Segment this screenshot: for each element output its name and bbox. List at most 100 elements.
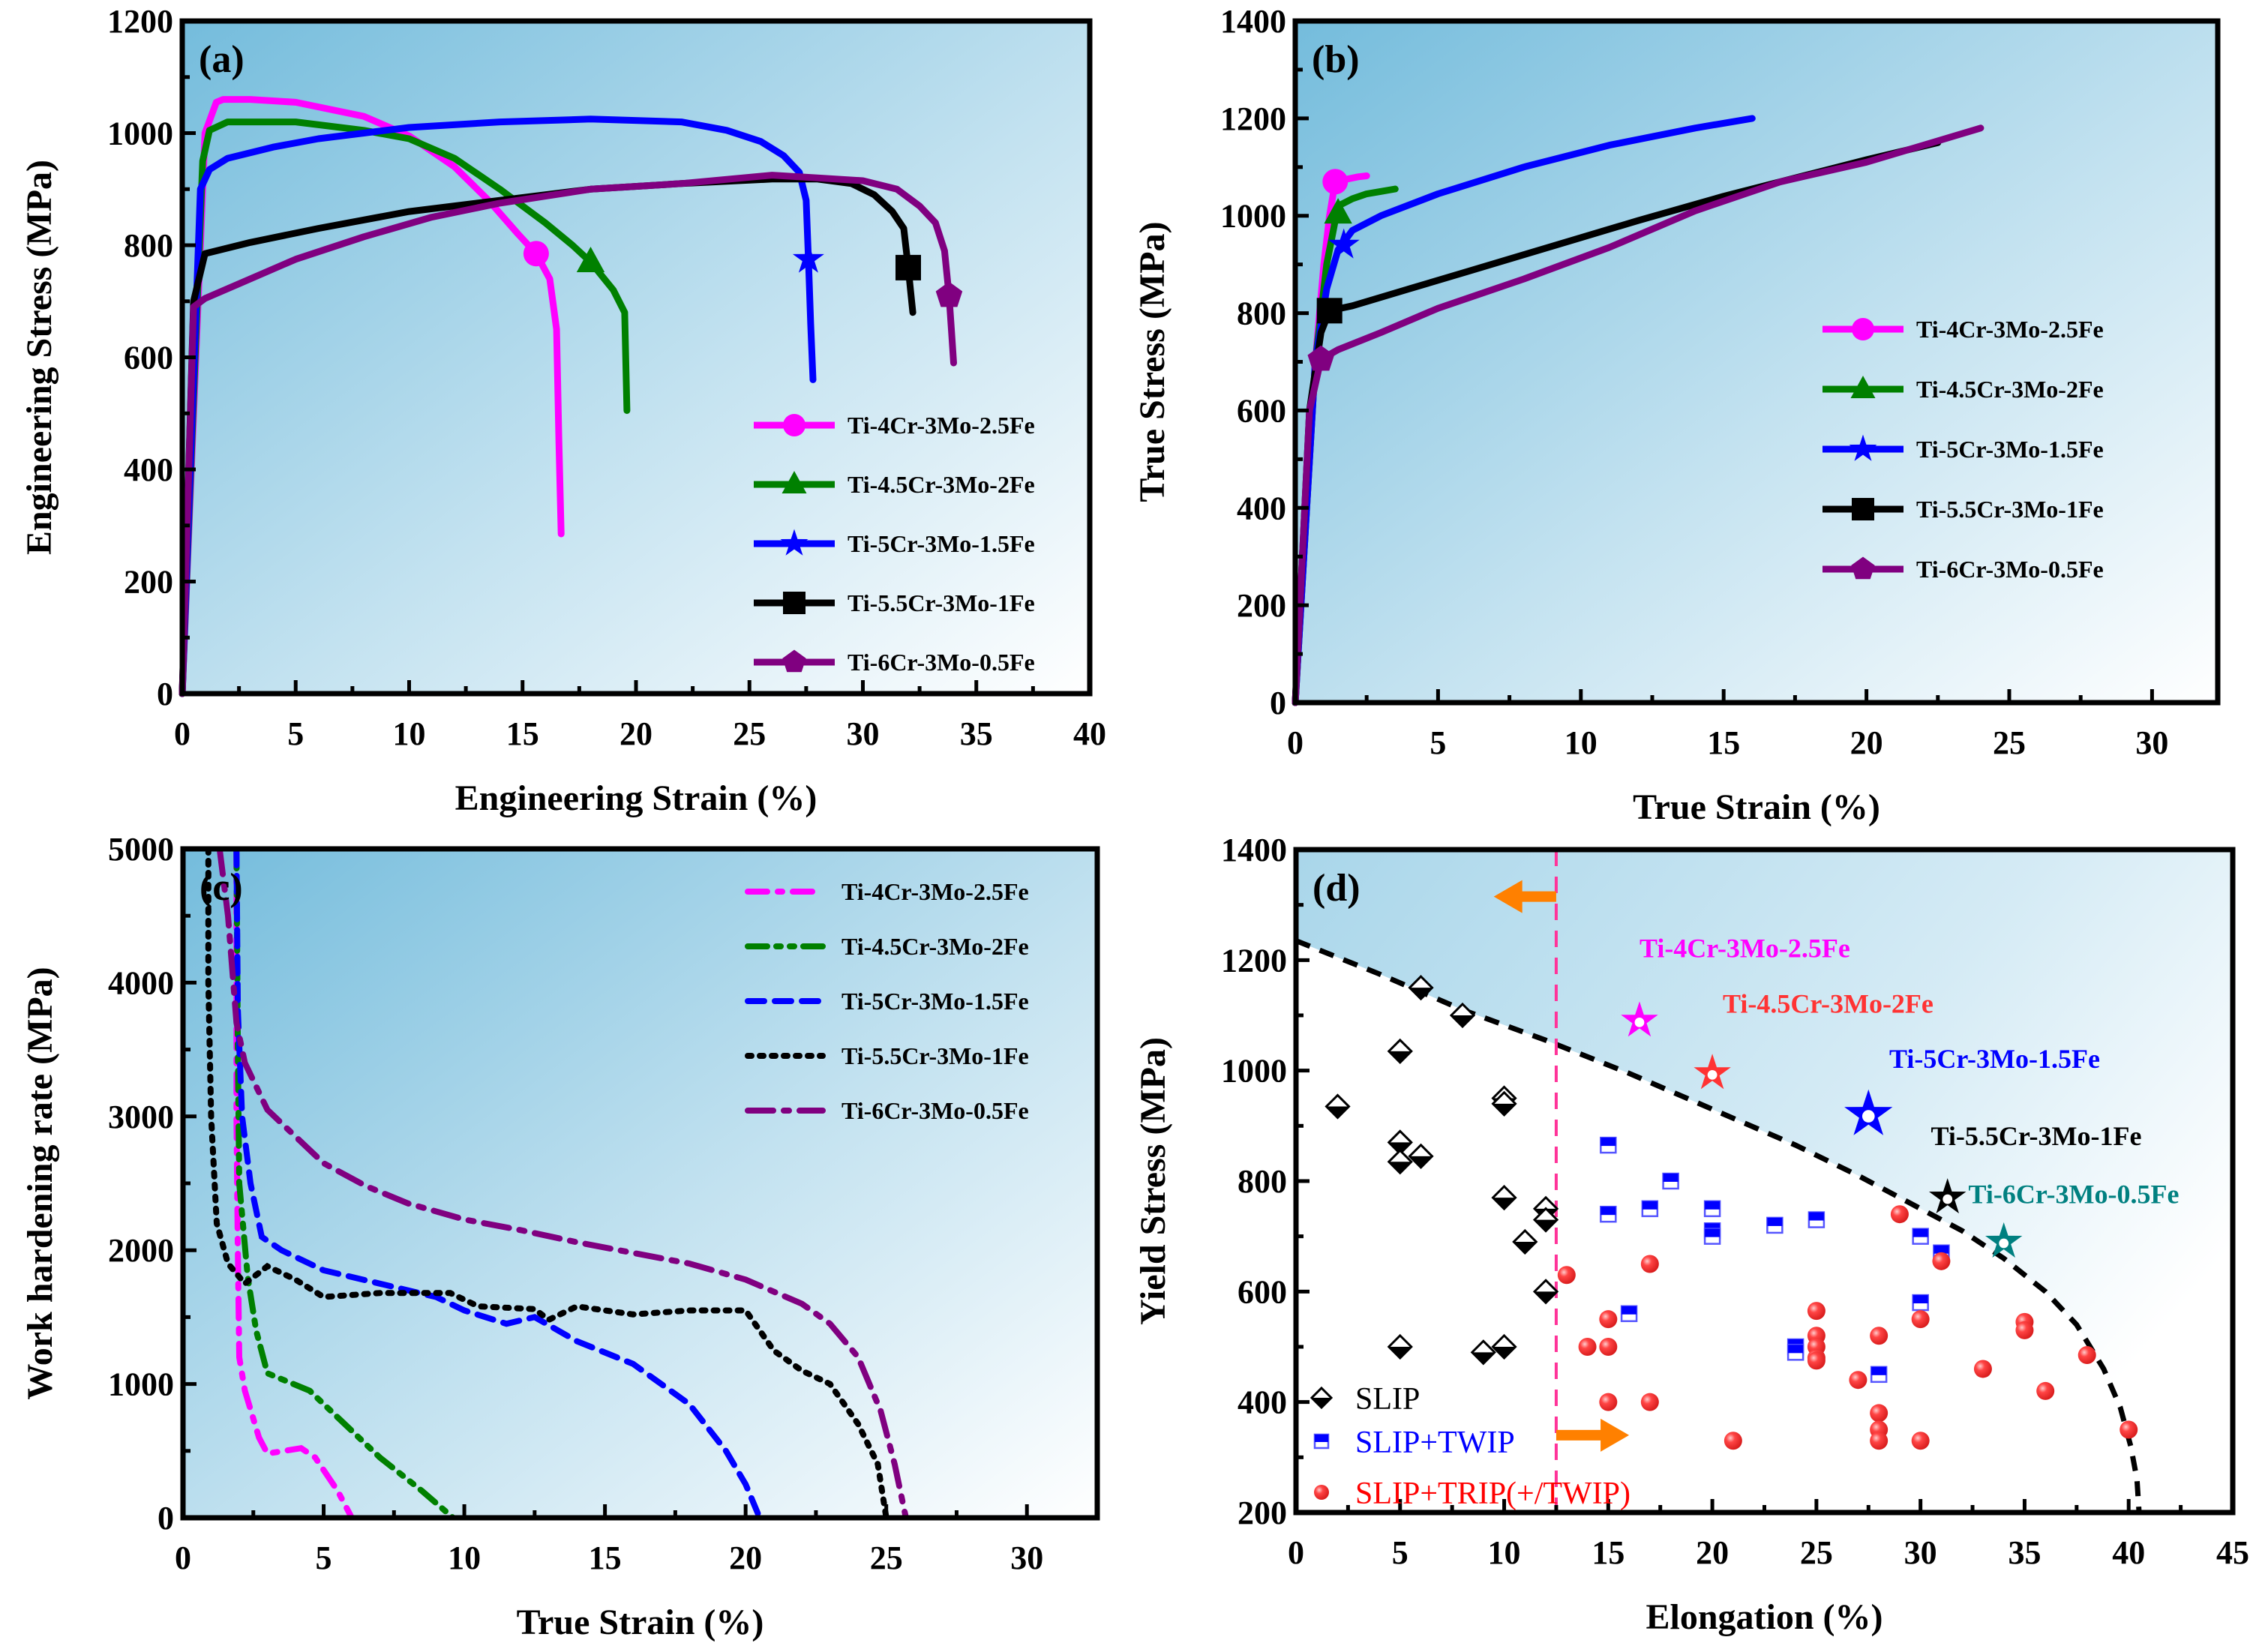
star-center: [1942, 1194, 1953, 1204]
legend-label: SLIP+TWIP: [1355, 1426, 1515, 1460]
scatter-point-slip: [1512, 1228, 1538, 1255]
diamond-fill: [1388, 1162, 1412, 1174]
scatter-point-slip-trip: [1973, 1360, 1992, 1378]
legend-label: Ti-6Cr-3Mo-0.5Fe: [842, 1097, 1029, 1124]
panel-label: (b): [1312, 38, 1360, 81]
series-line-ti-4cr-3mo-2_5fe: [233, 849, 355, 1518]
series-ti-6cr-3mo-0_5fe: [1292, 124, 1984, 706]
scatter-point-slip-trip: [1870, 1404, 1888, 1423]
square-fill: [1705, 1228, 1720, 1237]
alloy-label: Ti-4Cr-3Mo-2.5Fe: [1640, 934, 1850, 964]
scatter-point-slip-twip: [1600, 1205, 1617, 1223]
scatter-point-slip: [1449, 1002, 1476, 1029]
y-tick-label: 1000: [1220, 198, 1286, 235]
legend-marker-square: [1852, 498, 1874, 520]
plot-background: [1295, 21, 2218, 703]
x-tick-label: 0: [1288, 1534, 1304, 1571]
scatter-point-slip-twip: [1766, 1216, 1784, 1234]
diamond-fill: [1492, 1103, 1516, 1115]
scatter-point-slip-twip: [1870, 1366, 1888, 1384]
legend-marker-triangle: [782, 471, 807, 493]
scatter-point-slip-twip: [1620, 1305, 1638, 1323]
highlighted-alloy: Ti-4.5Cr-3Mo-2Fe: [1694, 988, 1934, 1090]
legend-item: Ti-4.5Cr-3Mo-2Fe: [745, 933, 1029, 960]
legend-marker-star: [1849, 434, 1877, 461]
scatter-point-slip-trip: [2015, 1321, 2034, 1339]
square-fill: [1912, 1228, 1928, 1237]
legend-label: Ti-6Cr-3Mo-0.5Fe: [848, 649, 1035, 676]
legend-marker-pentagon: [1851, 556, 1875, 580]
star-center: [1707, 1069, 1718, 1080]
x-axis-title: True Strain (%): [1633, 787, 1880, 827]
x-tick-label: 30: [1904, 1534, 1937, 1571]
star-center: [1999, 1238, 2009, 1249]
legend: Ti-4Cr-3Mo-2.5Fe Ti-4.5Cr-3Mo-2Fe Ti-5Cr-3…: [745, 878, 1029, 1124]
legend-item: Ti-5Cr-3Mo-1.5Fe: [745, 988, 1029, 1015]
x-axis-title: Elongation (%): [1646, 1597, 1882, 1637]
plot-background: [183, 849, 1097, 1518]
marker-circle: [523, 241, 549, 267]
marker-star: [1328, 228, 1360, 259]
legend-label: Ti-4.5Cr-3Mo-2Fe: [842, 933, 1029, 960]
diamond-fill: [1388, 1347, 1412, 1358]
y-tick-label: 2000: [108, 1232, 174, 1269]
square-fill: [1600, 1138, 1616, 1147]
legend-item: Ti-5Cr-3Mo-1.5Fe: [754, 529, 1035, 557]
diamond-fill: [1534, 1219, 1558, 1231]
scatter-point-slip-trip: [1932, 1252, 1951, 1270]
square-fill: [1912, 1295, 1928, 1304]
diamond-fill: [1388, 1051, 1412, 1063]
legend-item: Ti-4Cr-3Mo-2.5Fe: [754, 412, 1035, 439]
highlighted-alloy: Ti-5Cr-3Mo-1.5Fe: [1844, 1044, 2100, 1135]
x-tick-label: 25: [870, 1540, 903, 1576]
legend-marker-circle: [1852, 318, 1874, 340]
x-tick-label: 15: [506, 715, 539, 752]
series-line: [178, 172, 957, 697]
square-fill: [1871, 1366, 1887, 1375]
square-fill: [1808, 1212, 1824, 1221]
legend-label: Ti-5Cr-3Mo-1.5Fe: [842, 988, 1029, 1015]
diamond-fill: [1326, 1106, 1349, 1118]
legend-label: Ti-4Cr-3Mo-2.5Fe: [1916, 316, 2104, 343]
square-fill: [1767, 1217, 1783, 1226]
arrow-right-icon: [1556, 1418, 1630, 1452]
legend: Ti-4Cr-3Mo-2.5Fe Ti-4.5Cr-3Mo-2Fe Ti-5Cr-3…: [1822, 316, 2104, 583]
scatter-point-slip: [1324, 1093, 1351, 1120]
x-axis-title: True Strain (%): [517, 1603, 764, 1642]
alloy-label: Ti-5Cr-3Mo-1.5Fe: [1889, 1044, 2100, 1074]
diamond-fill: [1409, 988, 1432, 1000]
y-tick-label: 400: [124, 451, 173, 488]
scatter-point-slip-twip: [1912, 1294, 1929, 1312]
legend-label: SLIP+TRIP(+/TWIP): [1355, 1477, 1630, 1511]
y-tick-label: 800: [124, 227, 173, 264]
x-tick-label: 15: [1592, 1534, 1624, 1571]
x-tick-label: 25: [733, 715, 766, 752]
marker-triangle: [1324, 198, 1352, 224]
marker-triangle: [576, 247, 605, 273]
x-tick-label: 0: [175, 1540, 191, 1576]
scatter-point-slip: [1491, 1090, 1517, 1117]
legend-item: Ti-5.5Cr-3Mo-1Fe: [745, 1042, 1029, 1069]
series-ti-6cr-3mo-0_5fe: [178, 172, 963, 697]
marker-circle: [1322, 169, 1348, 195]
x-tick-label: 0: [174, 715, 190, 752]
x-tick-label: 35: [960, 715, 993, 752]
y-tick-label: 1000: [108, 1366, 174, 1403]
scatter-point-slip-trip: [1724, 1432, 1742, 1450]
series-line-ti-6cr-3mo-0_5fe: [216, 849, 909, 1518]
marker-square: [896, 254, 921, 280]
legend-marker-circle: [783, 414, 806, 436]
x-tick-label: 20: [729, 1540, 762, 1576]
panel-a: 0 5 10 15 20 25 30 35 40020040060080010001200Eng…: [20, 3, 1106, 818]
panel-label: (c): [200, 866, 243, 909]
x-tick-label: 20: [620, 715, 652, 752]
marker-pentagon: [935, 281, 963, 307]
x-tick-label: 15: [1707, 724, 1740, 761]
series-line-ti-4_5cr-3mo-2fe: [233, 849, 457, 1518]
square-fill: [1934, 1245, 1949, 1254]
legend-label: Ti-6Cr-3Mo-0.5Fe: [1916, 556, 2104, 583]
legend-marker-triangle: [1850, 376, 1876, 398]
x-tick-label: 5: [1430, 724, 1446, 761]
x-tick-label: 10: [393, 715, 426, 752]
